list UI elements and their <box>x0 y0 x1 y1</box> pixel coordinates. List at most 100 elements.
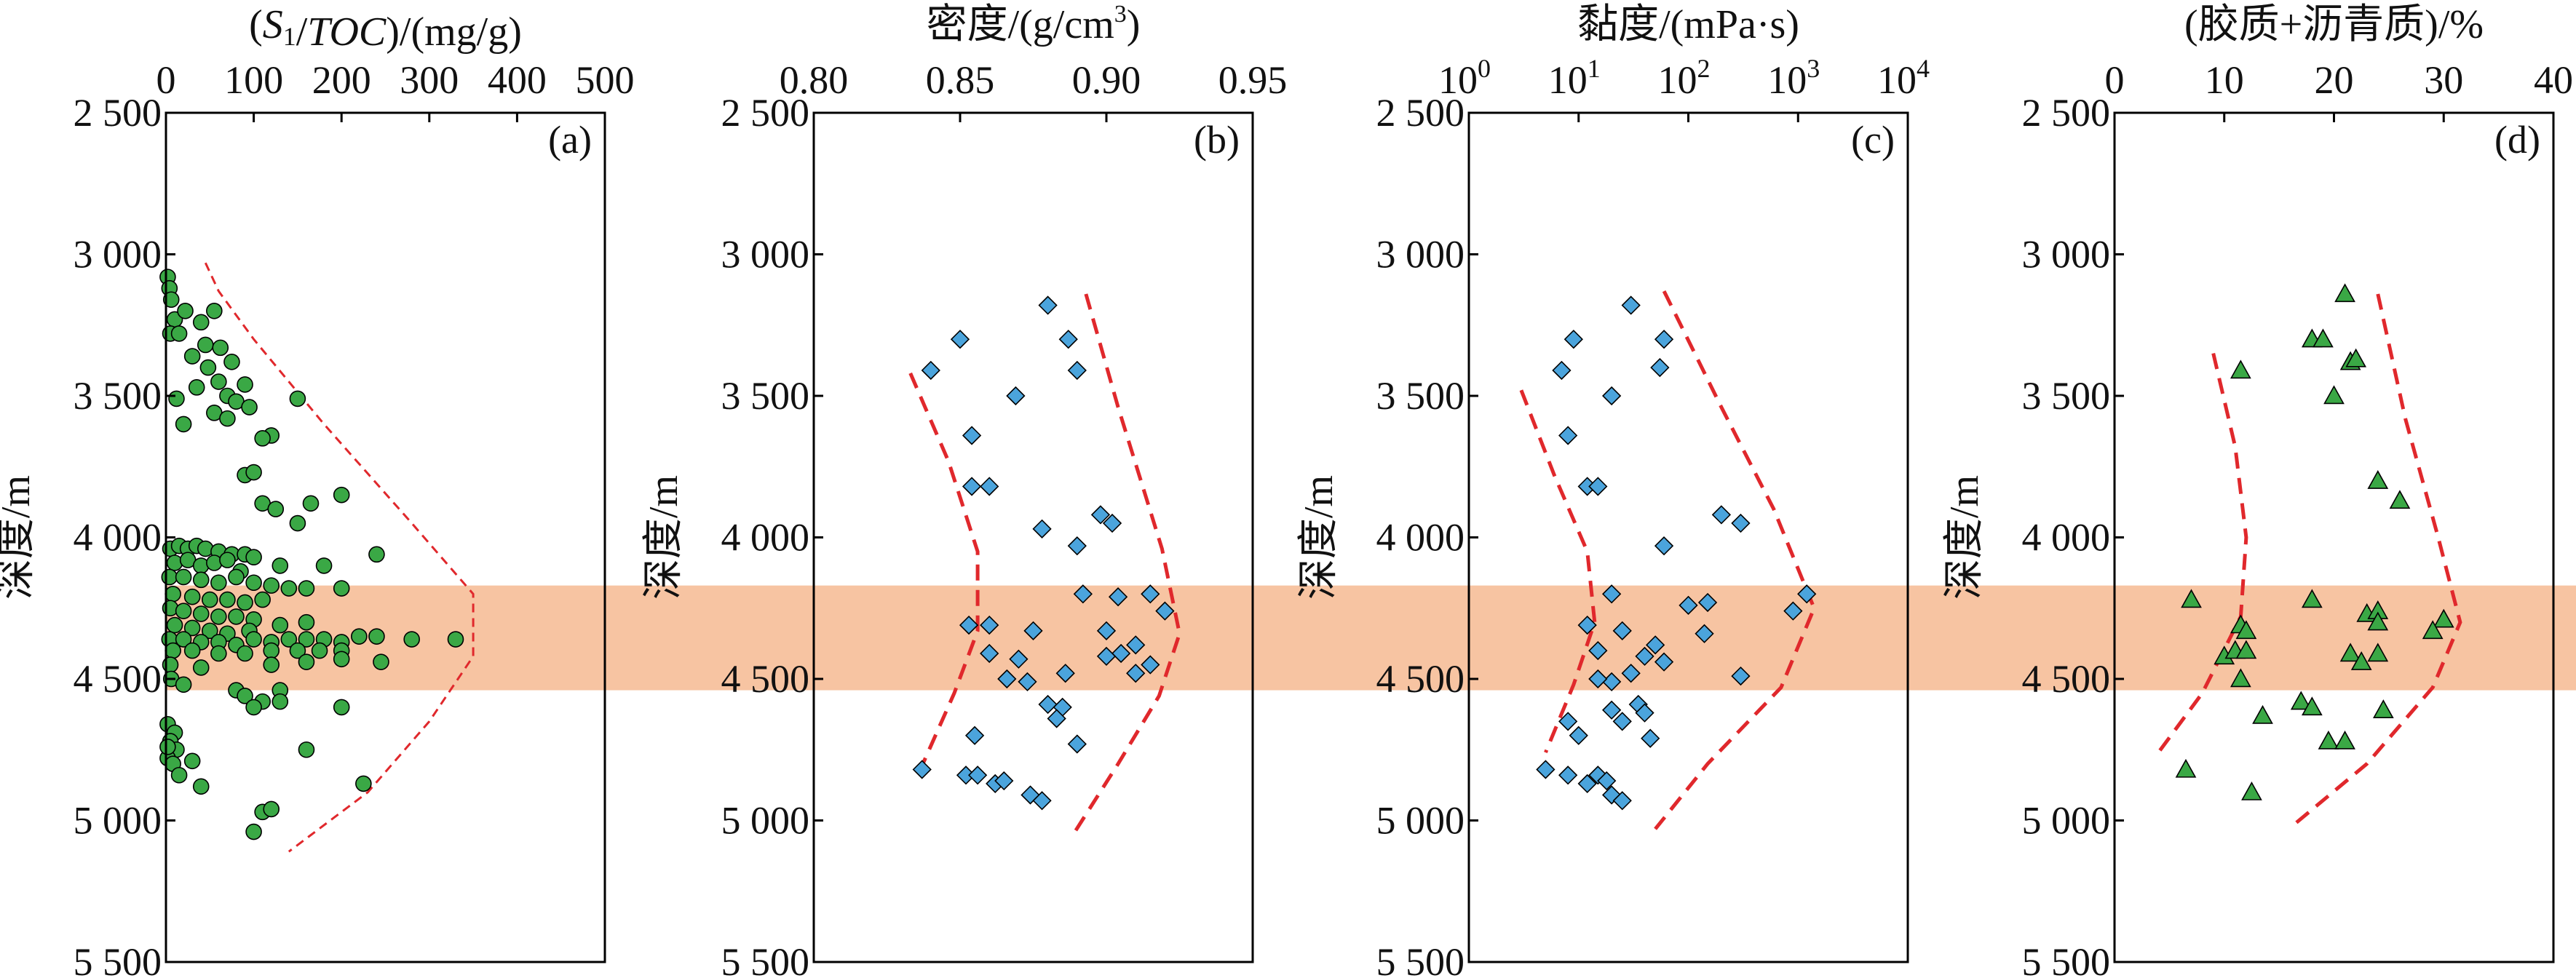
data-point <box>2301 696 2323 716</box>
y-tick-label: 4 500 <box>2022 657 2111 701</box>
data-point <box>210 608 227 625</box>
data-point <box>298 653 315 670</box>
data-point <box>1612 791 1632 811</box>
data-point <box>1654 330 1674 349</box>
data-point <box>964 725 985 745</box>
y-tick-label: 5 000 <box>1376 799 1465 843</box>
data-point <box>175 631 192 648</box>
y-tick-label: 2 500 <box>2022 91 2111 135</box>
x-tick-label: 103 <box>1767 54 1820 102</box>
data-point <box>289 514 306 532</box>
data-point <box>1536 760 1555 779</box>
y-tick-label: 3 000 <box>2022 233 2111 277</box>
x-tick-label: 101 <box>1548 54 1601 102</box>
x-tick-label: 0.95 <box>1218 58 1288 102</box>
y-tick-label: 5 500 <box>1376 940 1465 978</box>
data-point <box>2252 704 2273 724</box>
y-tick-label: 4 000 <box>1376 516 1465 560</box>
data-point <box>1645 635 1665 655</box>
data-point <box>263 642 280 659</box>
data-point <box>2433 608 2454 628</box>
highlight-band-layer <box>166 585 2576 691</box>
y-tick-label: 2 500 <box>721 91 810 135</box>
data-point <box>298 741 315 758</box>
y-tick-label: 3 500 <box>2022 374 2111 418</box>
data-point <box>192 778 210 795</box>
data-point <box>175 676 192 693</box>
y-tick-label: 4 500 <box>74 657 162 701</box>
x-tick-label: 0 <box>2105 58 2125 102</box>
data-point <box>962 477 982 496</box>
data-point <box>254 591 271 608</box>
x-tick-label: 30 <box>2424 58 2463 102</box>
data-point <box>210 574 227 592</box>
y-tick-label: 4 000 <box>2022 516 2111 560</box>
data-point <box>1654 536 1674 556</box>
data-point <box>1038 694 1058 715</box>
y-tick-label: 5 500 <box>2022 940 2111 978</box>
data-point <box>2339 643 2361 662</box>
data-point <box>201 591 218 608</box>
data-point <box>1564 330 1583 349</box>
data-point <box>1552 360 1572 381</box>
data-point <box>1654 652 1674 672</box>
y-tick-label: 3 500 <box>74 374 162 418</box>
panel-label: (a) <box>548 118 592 162</box>
data-point <box>333 651 350 668</box>
y-tick-label: 5 500 <box>74 940 162 978</box>
data-point <box>980 615 999 635</box>
data-point <box>1588 477 1608 496</box>
data-point <box>2372 699 2394 718</box>
data-point <box>2241 781 2262 800</box>
data-point <box>1569 725 1588 745</box>
x-tick-label: 0.85 <box>926 58 995 102</box>
y-axis-title: 深度/m <box>641 475 686 600</box>
y-tick-label: 3 500 <box>1376 374 1465 418</box>
data-point <box>980 477 999 496</box>
data-point <box>1577 774 1597 794</box>
data-point <box>1055 664 1075 683</box>
x-tick-label: 104 <box>1877 54 1930 102</box>
data-point <box>1558 766 1578 785</box>
data-point <box>1601 584 1622 604</box>
panel-label: (d) <box>2494 118 2540 162</box>
data-point <box>2334 730 2355 750</box>
data-point <box>1073 584 1093 604</box>
data-point <box>2235 620 2257 640</box>
data-point <box>165 585 181 603</box>
data-point <box>210 373 227 390</box>
data-point <box>237 376 253 393</box>
data-point <box>1635 646 1654 667</box>
data-point <box>1558 712 1578 731</box>
panel-b: 0.80 0.85 0.90 0.95 2 500 3 000 3 500 4 000 4 50… <box>641 1 1287 978</box>
data-point <box>2290 691 2312 710</box>
envelope-line <box>204 262 475 853</box>
data-point <box>219 410 236 427</box>
data-point <box>997 669 1017 689</box>
x-tick-label: 300 <box>400 58 459 102</box>
data-point <box>333 486 350 504</box>
data-point <box>245 464 262 481</box>
data-point <box>333 699 350 716</box>
data-point <box>302 495 320 512</box>
data-point <box>2345 348 2367 367</box>
data-point <box>267 501 285 517</box>
data-point <box>298 613 315 631</box>
data-point <box>2367 643 2389 662</box>
data-point <box>1023 621 1043 641</box>
panel-d: 0 10 20 30 40 2 500 3 000 3 500 4 000 4 500 5 000 5… <box>1942 2 2573 978</box>
data-point <box>298 580 315 597</box>
data-point <box>1731 513 1751 533</box>
data-point <box>1096 621 1117 641</box>
data-point <box>1155 601 1175 621</box>
data-point <box>1695 624 1714 643</box>
y-tick-label: 3 000 <box>74 233 162 277</box>
data-point <box>1111 643 1131 664</box>
data-point <box>1096 646 1117 667</box>
data-point <box>1621 664 1641 683</box>
y-tick-label: 5 500 <box>721 940 810 978</box>
data-point <box>912 760 932 779</box>
data-point <box>1601 700 1622 720</box>
